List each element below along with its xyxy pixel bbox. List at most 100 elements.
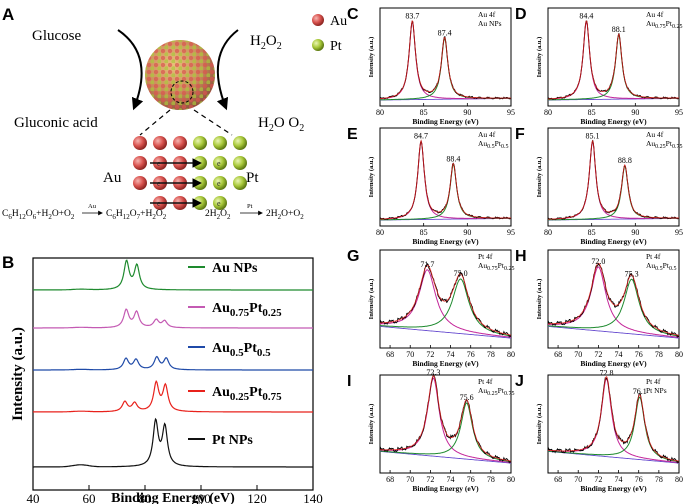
y-axis-title: Intensity (a.u.) <box>368 404 375 445</box>
plot-frame <box>547 249 680 349</box>
panel-a: A Glucose Gluconic acid H2O2 H2O O2 Au P… <box>2 5 347 221</box>
reaction-2-right: 2H2O+O2 <box>266 209 304 221</box>
element-label: Pt 4f <box>478 377 493 386</box>
atom-lattice: eeeeee <box>133 136 247 210</box>
panel-h-chart: H 68 70 72 74 76 78 80 Binding Energy (eV) Intens… <box>515 248 683 368</box>
au-atom <box>133 136 147 150</box>
panel-g-chart: G 68 70 72 74 76 78 80 Binding Energy (eV) Intens… <box>347 248 515 368</box>
x-tick-label: 80 <box>376 108 384 117</box>
element-label: Au 4f <box>646 130 664 139</box>
component-2-line <box>380 163 511 221</box>
au-atom <box>173 136 187 150</box>
panel-letter: G <box>347 248 359 265</box>
legend-label-3: Au0.25Pt0.75 <box>212 385 282 403</box>
gluconic-acid-label: Gluconic acid <box>14 115 98 131</box>
x-tick-label-b: 120 <box>247 491 267 504</box>
x-tick-label: 76 <box>467 475 475 484</box>
y-axis-title: Intensity (a.u.) <box>368 279 375 320</box>
h2o-o2-label: H2O O2 <box>258 115 304 134</box>
component-2-line <box>379 402 512 463</box>
sample-label: Au0.25Pt0.75 <box>478 386 514 397</box>
x-tick-label: 78 <box>487 475 495 484</box>
panel-i-chart: I 68 70 72 74 76 78 80 Binding Energy (eV) Intens… <box>347 368 515 493</box>
panel-j-chart: J 68 70 72 74 76 78 80 Binding Energy (eV) Intens… <box>515 369 683 493</box>
x-tick-label: 70 <box>406 350 414 359</box>
raw-data-line <box>547 263 680 339</box>
peak-label-1: 83.7 <box>405 12 419 21</box>
au-atom <box>133 156 147 170</box>
element-label: Pt 4f <box>478 252 493 261</box>
peak-label-1: 84.4 <box>579 12 593 21</box>
x-tick-label: 90 <box>463 228 471 237</box>
x-tick-label: 74 <box>447 475 455 484</box>
fit-line <box>547 139 679 220</box>
component-1-line <box>380 377 512 463</box>
plot-frame-b <box>32 257 314 491</box>
panel-letter-b: B <box>2 253 14 272</box>
peak-label-1: 85.1 <box>586 131 600 140</box>
raw-data-line <box>547 140 680 221</box>
component-1-line <box>548 377 680 464</box>
x-axis-title: Binding Energy (eV) <box>580 484 647 493</box>
component-2-line <box>547 396 680 463</box>
plot-frame <box>547 127 680 227</box>
peak-label-1: 72.8 <box>599 369 613 378</box>
sample-label: Au0.25Pt0.75 <box>646 139 682 150</box>
x-tick-label-b: 40 <box>27 491 40 504</box>
component-1-line <box>548 266 680 338</box>
panel-letter: I <box>347 373 351 390</box>
element-label: Au 4f <box>478 10 496 19</box>
element-label: Pt 4f <box>646 252 661 261</box>
panel-letter-a: A <box>2 5 14 24</box>
pt-atom <box>213 196 227 210</box>
peak-label-2: 88.4 <box>446 155 460 164</box>
series-line-4 <box>33 417 313 468</box>
component-2-line <box>548 278 680 337</box>
fit-line <box>380 139 511 220</box>
fit-line <box>380 264 512 336</box>
component-2-line <box>548 165 679 221</box>
panel-letter: H <box>515 248 527 265</box>
reaction-2-left: 2H2O2 <box>205 209 231 221</box>
x-tick-label: 72 <box>426 475 434 484</box>
x-tick-label: 72 <box>594 350 602 359</box>
x-axis-title: Binding Energy (eV) <box>412 117 479 126</box>
panel-f-chart: F 80 85 90 95 Binding Energy (eV) Intensity (a… <box>515 126 683 246</box>
electron-label: e <box>217 159 221 168</box>
x-axis-title: Binding Energy (eV) <box>412 484 479 493</box>
component-1-line <box>548 140 679 220</box>
sample-label: Au0.5Pt0.5 <box>478 139 508 150</box>
x-tick-label: 85 <box>420 108 428 117</box>
legend-label-2: Au0.5Pt0.5 <box>212 341 271 359</box>
au-legend-label: Au <box>330 14 347 29</box>
x-tick-label: 68 <box>386 350 394 359</box>
element-label: Au 4f <box>646 10 664 19</box>
x-tick-label: 76 <box>467 350 475 359</box>
x-tick-label: 80 <box>507 475 515 484</box>
x-tick-label: 95 <box>675 228 683 237</box>
x-axis-title: Binding Energy (eV) <box>580 237 647 246</box>
x-tick-label: 90 <box>631 228 639 237</box>
component-2-line <box>380 38 511 101</box>
x-tick-label: 80 <box>675 475 683 484</box>
reaction-1-right: C6H12O7+H2O2 <box>106 209 167 221</box>
background-line <box>379 450 512 464</box>
pt-atom <box>233 136 247 150</box>
sample-label: Au0.75Pt0.25 <box>646 19 682 30</box>
y-axis-title: Intensity (a.u.) <box>536 157 543 198</box>
au-atom <box>133 176 147 190</box>
peak-label-1: 72.3 <box>426 368 440 377</box>
component-2-line <box>548 34 679 101</box>
x-tick-label: 80 <box>675 350 683 359</box>
pt-atom <box>213 156 227 170</box>
x-axis-title: Binding Energy (eV) <box>580 117 647 126</box>
series-line-0 <box>33 259 313 291</box>
x-tick-label: 72 <box>426 350 434 359</box>
left-curved-arrow <box>117 29 144 111</box>
y-axis-title: Intensity (a.u.) <box>536 279 543 320</box>
panel-e-chart: E 80 85 90 95 Binding Energy (eV) Intensity (a… <box>347 126 515 246</box>
panel-letter: D <box>515 6 527 23</box>
au-atom <box>153 136 167 150</box>
plot-frame <box>547 7 680 107</box>
